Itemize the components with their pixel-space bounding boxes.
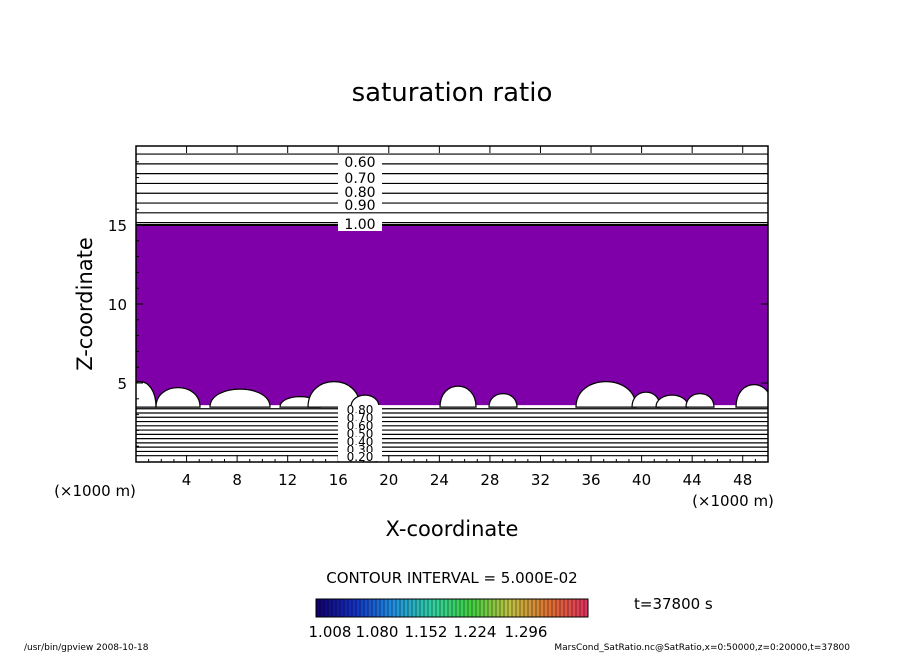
x-tick-label: 28: [480, 471, 499, 489]
x-tick-label: 40: [632, 471, 651, 489]
x-tick-label: 24: [430, 471, 449, 489]
contour-label-bg: [338, 218, 382, 231]
contour-label: 1.00: [344, 217, 375, 233]
colorbar-stripes: [319, 599, 585, 617]
x-axis: 4 8 12 16 20 24 28 32 36 40 44 48: [148, 146, 756, 489]
cloud-pocket: [209, 388, 271, 408]
cloud-pocket: [488, 393, 518, 408]
colorbar-tick-label: 1.296: [505, 623, 548, 641]
contour-label-bg: [338, 186, 382, 199]
contour-label: 0.60: [344, 155, 375, 171]
z-axis: 5 10 15: [108, 161, 768, 447]
contour-label-bg: [338, 413, 382, 422]
plot-area: [136, 153, 768, 457]
y-axis-label: Z-coordinate: [73, 237, 97, 371]
x-tick-label: 44: [683, 471, 702, 489]
footer-right: MarsCond_SatRatio.nc@SatRatio,x=0:50000,…: [554, 643, 850, 653]
x-tick-label: 32: [531, 471, 550, 489]
z-tick-label: 15: [108, 217, 127, 235]
x-tick-label: 8: [232, 471, 242, 489]
contour-labels: 0.600.700.800.901.000.800.700.600.500.40…: [338, 155, 382, 464]
contour-label-bg: [338, 452, 382, 461]
contour-label: 0.80: [344, 185, 375, 201]
contour-label-bg: [338, 172, 382, 185]
cloud-pocket: [685, 393, 715, 408]
colorbar-tick-label: 1.080: [356, 623, 399, 641]
cloud-pocket: [155, 387, 201, 408]
colorbar-tick-label: 1.008: [309, 623, 352, 641]
colorbar-tick-label: 1.152: [405, 623, 448, 641]
contour-label-bg: [338, 445, 382, 454]
contour-label-bg: [338, 156, 382, 169]
chart-title: saturation ratio: [352, 78, 553, 108]
contour-label-bg: [338, 429, 382, 438]
cloud-pocket: [735, 384, 768, 408]
z-tick-label: 5: [117, 375, 127, 393]
footer-left: /usr/bin/gpview 2008-10-18: [24, 643, 149, 653]
x-tick-label: 4: [182, 471, 192, 489]
contour-label: 0.20: [347, 450, 374, 464]
z-tick-label: 10: [108, 296, 127, 314]
cloud-pocket: [439, 385, 477, 408]
x-tick-label: 16: [329, 471, 348, 489]
colorbar-ticks: 1.008 1.080 1.152 1.224 1.296: [309, 623, 548, 641]
contour-label: 0.70: [344, 171, 375, 187]
x-unit-right: (×1000 m): [692, 492, 774, 510]
contour-label-bg: [338, 405, 382, 414]
x-unit-left: (×1000 m): [54, 482, 136, 500]
x-tick-label: 20: [379, 471, 398, 489]
x-tick-label: 48: [733, 471, 752, 489]
colorbar: [315, 598, 589, 618]
contour-label-bg: [338, 199, 382, 212]
supersaturated-region: [136, 225, 768, 406]
time-label: t=37800 s: [634, 595, 713, 613]
x-axis-label: X-coordinate: [386, 517, 519, 541]
colorbar-tick-label: 1.224: [454, 623, 497, 641]
contour-label-bg: [338, 421, 382, 430]
contour-label-bg: [338, 437, 382, 446]
x-tick-label: 36: [581, 471, 600, 489]
x-tick-label: 12: [278, 471, 297, 489]
contour-interval: CONTOUR INTERVAL = 5.000E-02: [326, 569, 577, 587]
contour-label: 0.90: [344, 198, 375, 214]
